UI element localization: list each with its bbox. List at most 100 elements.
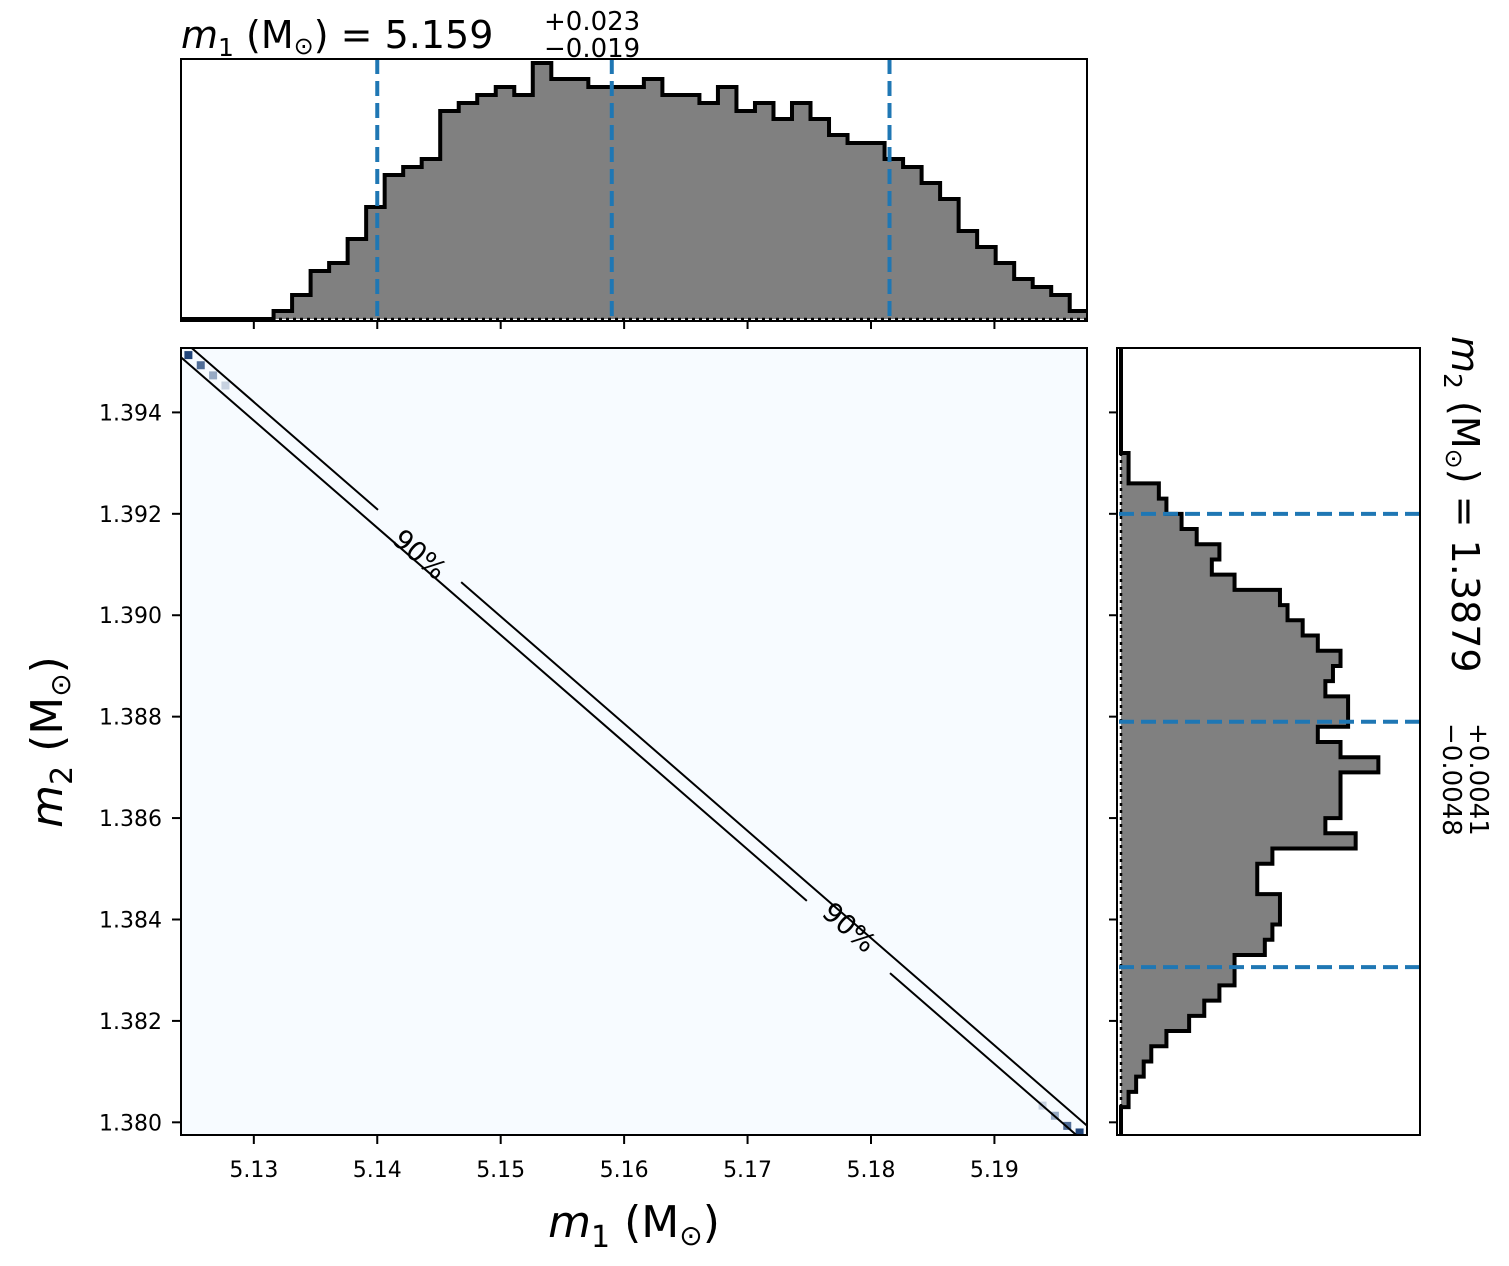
m2-histogram-bar	[1121, 1000, 1205, 1017]
m1-histogram-bar	[477, 95, 497, 319]
m1-histogram-bar	[1051, 295, 1071, 319]
m2-minus-error: −0.0048	[1436, 723, 1466, 836]
m2-histogram-bar	[1121, 513, 1182, 530]
y-tick-label: 1.386	[99, 807, 162, 832]
m2-histogram-bar	[1121, 985, 1220, 1002]
m2-histogram-bar	[1121, 483, 1159, 500]
m2-histogram-bar	[1121, 498, 1167, 515]
m2-histogram-bar	[1121, 818, 1326, 834]
joint-density-background	[181, 348, 1087, 1135]
m1-histogram-bar	[421, 159, 441, 319]
x-tick-label: 5.15	[476, 1158, 525, 1183]
density-cell	[221, 381, 230, 390]
m2-histogram-bar	[1121, 802, 1341, 819]
m2-histogram-bar	[1121, 589, 1280, 606]
m2-histogram-bar	[1121, 452, 1129, 469]
m2-histogram-bar	[1121, 970, 1235, 986]
x-tick-label: 5.19	[970, 1158, 1019, 1183]
m1-histogram-bar	[940, 199, 960, 319]
m1-histogram-bar	[958, 231, 978, 319]
m2-histogram-bar	[1121, 468, 1129, 484]
m1-histogram-bar	[717, 87, 737, 319]
m1-histogram-bar	[347, 239, 367, 319]
m2-marginal-title: m2 (M⊙) = 1.3879	[1438, 336, 1487, 673]
m1-histogram-bar	[1014, 279, 1034, 319]
m1-histogram-bar	[329, 263, 349, 319]
m1-histogram-bar	[532, 63, 552, 319]
m2-histogram-bar	[1121, 848, 1273, 865]
m2-histogram-bar	[1121, 939, 1265, 956]
m1-histogram-bar	[866, 143, 886, 319]
m2-histogram-bar	[1121, 1015, 1190, 1032]
m2-histogram-bar	[1121, 1061, 1144, 1078]
m1-histogram-outline	[181, 61, 1087, 321]
m2-histogram-bar	[1121, 742, 1341, 758]
m2-histogram-bar	[1121, 635, 1318, 652]
m1-histogram-bar	[643, 79, 663, 319]
joint-panel: 90%90% 5.13 5.14 5.15 5.16 5.17 5.18 5.19 1.38…	[22, 347, 1088, 1255]
m2-plus-error: +0.0041	[1463, 723, 1493, 836]
m1-histogram-bar	[551, 79, 571, 319]
m2-histogram-bar	[1121, 1091, 1129, 1108]
x-tick-label: 5.14	[353, 1158, 402, 1183]
m1-histogram-bar	[440, 111, 460, 319]
m2-histogram-bar	[1121, 544, 1220, 560]
m2-histogram-bar	[1121, 909, 1280, 926]
y-tick-label: 1.384	[99, 908, 162, 933]
m2-histogram-bar	[1121, 757, 1379, 773]
m2-histogram-bar	[1121, 605, 1288, 621]
m1-histogram-bar	[754, 103, 774, 319]
m2-histogram-bar	[1121, 574, 1235, 591]
m2-histogram-bar	[1121, 559, 1212, 576]
m2-histogram-bar	[1121, 1046, 1152, 1062]
m1-histogram-bar	[773, 119, 793, 319]
x-tick-label: 5.16	[600, 1158, 649, 1183]
m1-minus-error: −0.019	[544, 34, 640, 64]
m2-histogram-bar	[1121, 863, 1258, 880]
m1-histogram-bar	[921, 183, 941, 319]
m1-histogram-bar	[884, 159, 904, 319]
m1-histogram-bar	[829, 135, 849, 319]
y-tick-label: 1.388	[99, 706, 162, 731]
y-tick-label: 1.392	[99, 503, 162, 528]
m1-histogram-bar	[977, 247, 997, 319]
m1-histogram-bar	[995, 263, 1015, 319]
m2-histogram-bar	[1121, 696, 1349, 713]
m1-histogram-bar	[495, 87, 515, 319]
joint-panel-frame	[180, 347, 1088, 1136]
x-tick-label: 5.17	[723, 1158, 772, 1183]
m1-histogram-bar	[662, 95, 682, 319]
m1-histogram-bar	[403, 167, 423, 319]
m1-histogram-bar	[588, 87, 608, 319]
contour-90-line	[190, 348, 379, 511]
m1-marginal-frame	[180, 58, 1088, 322]
m2-marginal-frame	[1116, 347, 1421, 1136]
m1-histogram-bar	[458, 103, 478, 319]
m1-histogram-bar	[310, 271, 330, 319]
y-tick-label: 1.380	[99, 1111, 162, 1136]
density-cell	[209, 371, 218, 380]
m1-plus-error: +0.023	[544, 7, 640, 37]
m2-histogram-bar	[1121, 726, 1318, 743]
m2-histogram-bar	[1121, 878, 1258, 895]
m2-histogram-bar	[1121, 772, 1341, 789]
x-tick-label: 5.13	[229, 1158, 278, 1183]
density-cell	[196, 361, 205, 370]
m1-histogram-bar	[514, 95, 534, 319]
m1-histogram-bar	[699, 103, 719, 319]
m1-histogram-bar	[791, 103, 812, 319]
contour-90-line	[889, 972, 1078, 1135]
m2-histogram-outline	[1119, 348, 1381, 1135]
m1-histogram-bar	[1032, 287, 1052, 319]
m1-histogram-bar	[736, 111, 756, 319]
contour-90-line	[460, 581, 1087, 1128]
density-cell	[184, 351, 193, 360]
m2-marginal-panel: m2 (M⊙) = 1.3879 +0.0041 −0.0048	[1109, 336, 1493, 1136]
m2-histogram-bar	[1121, 894, 1280, 910]
m2-histogram-bar	[1121, 620, 1303, 637]
contour-90-line	[181, 355, 808, 902]
y-tick-label: 1.390	[99, 604, 162, 629]
m1-histogram-bar	[1069, 311, 1087, 319]
x-axis-label: m1 (M⊙)	[548, 1197, 720, 1255]
y-tick-label: 1.382	[99, 1010, 162, 1035]
